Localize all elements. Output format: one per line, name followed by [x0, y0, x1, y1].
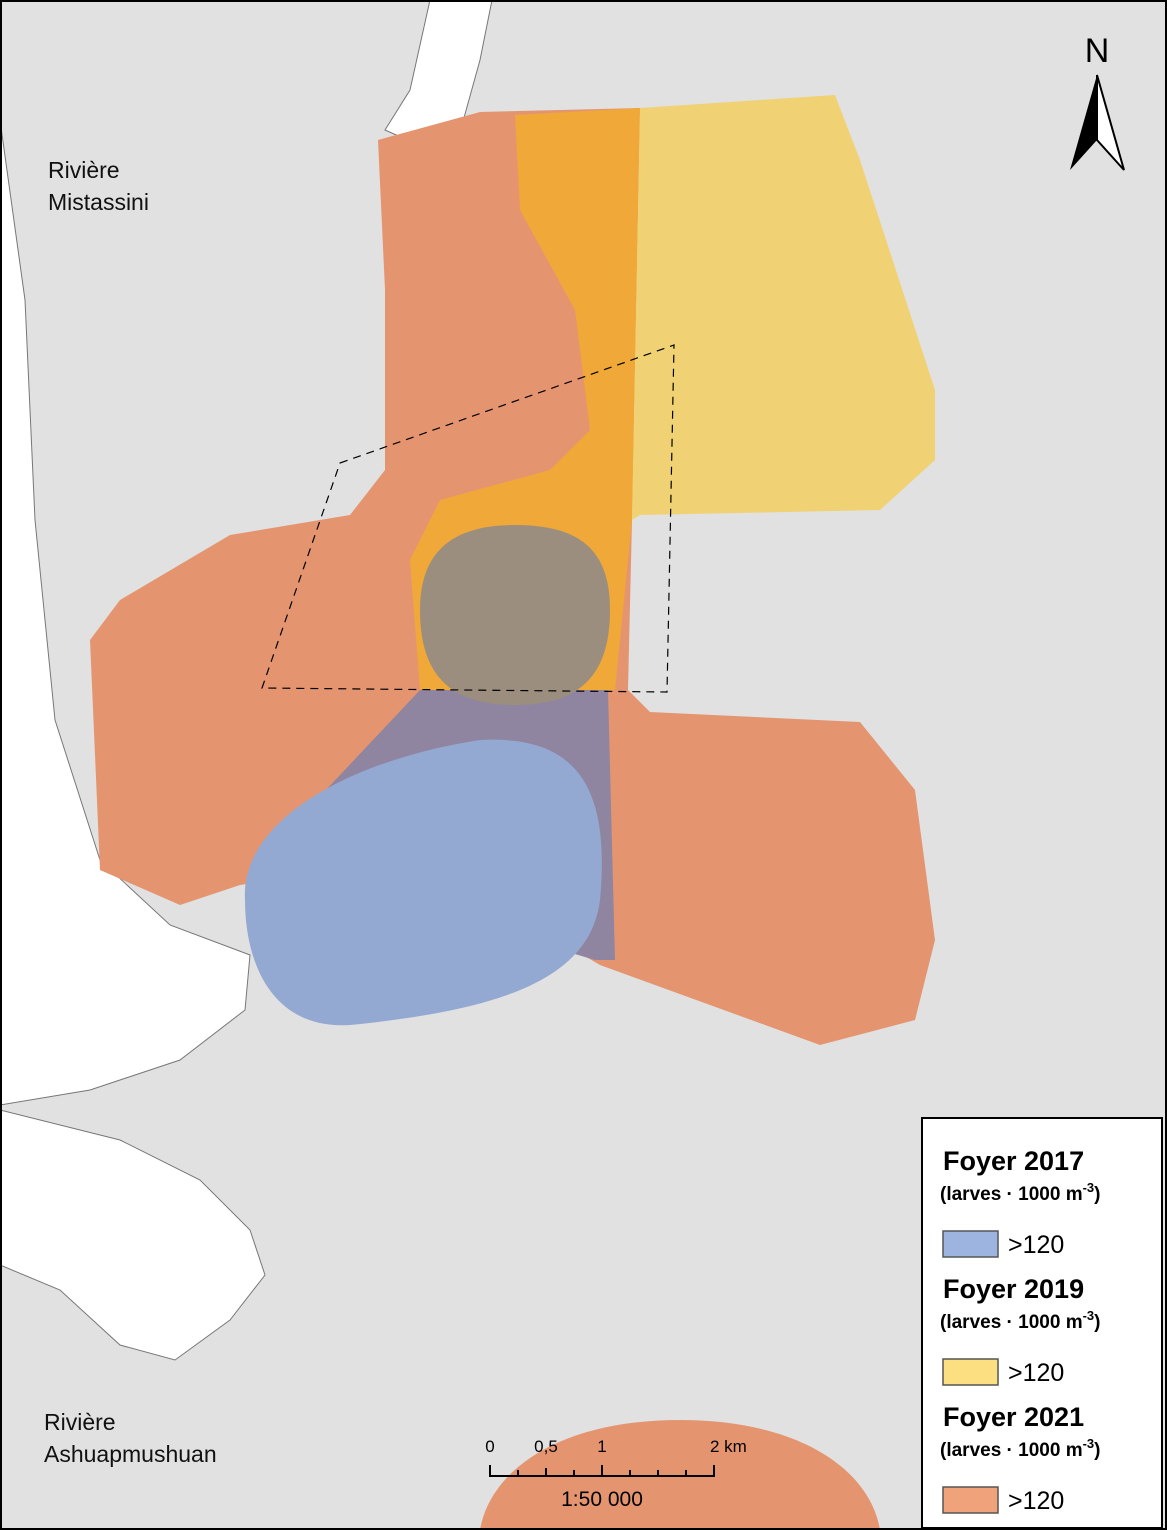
- place-label: Mistassini: [48, 189, 149, 215]
- land: [0, 119, 251, 1106]
- legend-unit: (larves · 1000 m-3): [940, 1180, 1100, 1205]
- legend-swatch: [942, 1358, 999, 1386]
- legend-box: [921, 1117, 1163, 1529]
- place-label: Rivière: [48, 157, 120, 183]
- north-label: N: [1085, 32, 1110, 70]
- legend-swatch: [942, 1230, 999, 1258]
- legend-unit-base: (larves · 1000 m: [940, 1440, 1083, 1461]
- land: [0, 1109, 266, 1361]
- focus-2019: [632, 95, 935, 520]
- legend-label: >120: [1008, 1359, 1064, 1387]
- legend-unit-exp: -3: [1083, 1436, 1095, 1451]
- legend-swatch: [942, 1486, 999, 1514]
- legend-unit-base: (larves · 1000 m: [940, 1312, 1083, 1333]
- scale-tick: 0: [485, 1437, 494, 1456]
- north-arrow: [1070, 75, 1097, 170]
- scale-ratio: 1:50 000: [561, 1488, 643, 1511]
- focus-2017: [244, 739, 602, 1026]
- legend-title: Foyer 2017: [943, 1146, 1084, 1176]
- legend-unit-end: ): [1094, 1440, 1100, 1461]
- legend-unit-exp: -3: [1083, 1180, 1095, 1195]
- north-arrow: [1096, 74, 1125, 171]
- legend-title: Foyer 2021: [943, 1402, 1084, 1432]
- scale-bar: [489, 1465, 715, 1477]
- legend-unit-end: ): [1094, 1184, 1100, 1205]
- legend-unit-exp: -3: [1083, 1308, 1095, 1323]
- legend-unit-end: ): [1094, 1312, 1100, 1333]
- legend-title: Foyer 2019: [943, 1274, 1084, 1304]
- legend-unit-base: (larves · 1000 m: [940, 1184, 1083, 1205]
- overlap-all: [420, 525, 610, 705]
- legend-label: >120: [1008, 1231, 1064, 1259]
- study-area: [261, 344, 675, 693]
- legend-label: >120: [1008, 1487, 1064, 1515]
- scale-tick: 2 km: [710, 1437, 747, 1456]
- scale-tick: 0,5: [534, 1437, 558, 1456]
- place-label: Ashuapmushuan: [44, 1441, 217, 1467]
- place-label: Rivière: [44, 1409, 116, 1435]
- legend-unit: (larves · 1000 m-3): [940, 1308, 1100, 1333]
- legend-unit: (larves · 1000 m-3): [940, 1436, 1100, 1461]
- scale-tick: 1: [597, 1437, 606, 1456]
